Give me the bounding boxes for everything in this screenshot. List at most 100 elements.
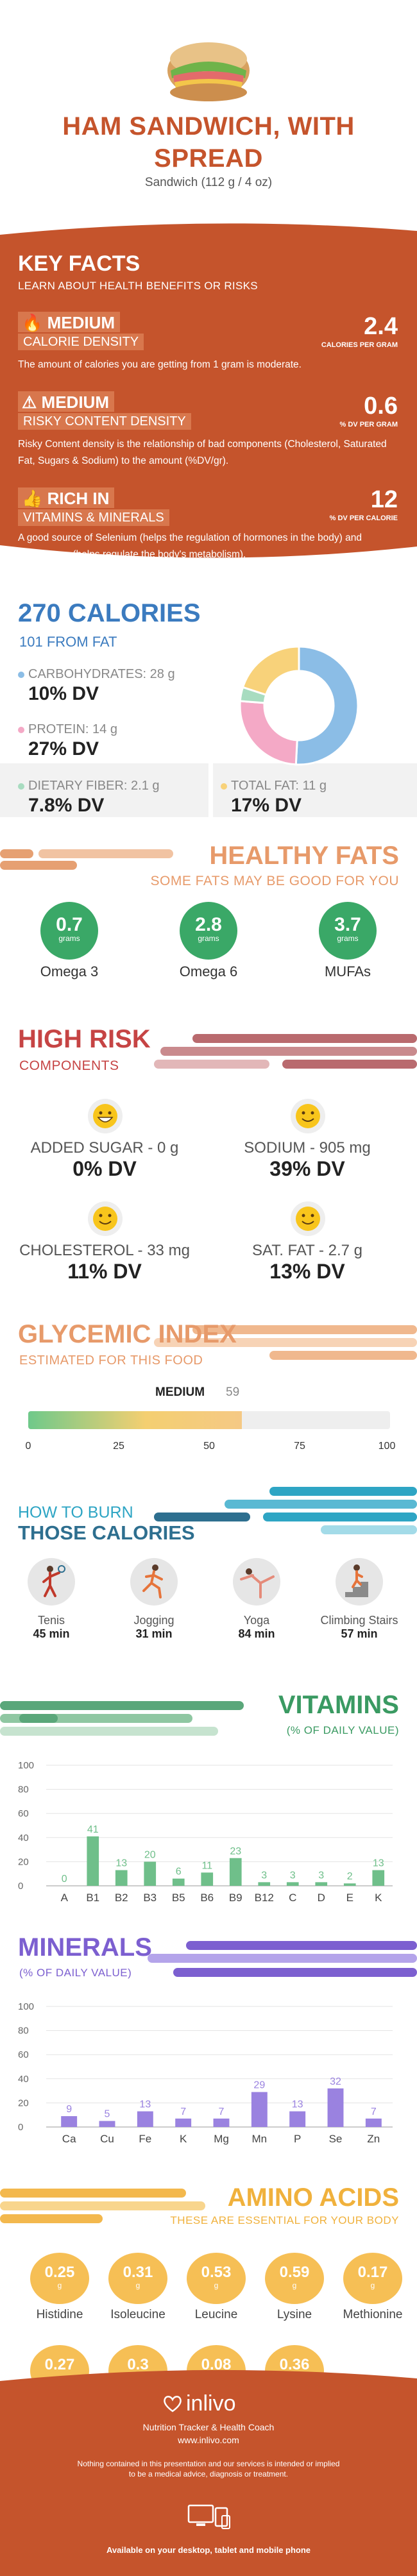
- y-tick-label: 60: [18, 2049, 29, 2060]
- category-label: K: [375, 1892, 382, 1904]
- fiber-row-background: [0, 763, 208, 817]
- high-risk-decoration: [154, 1034, 417, 1069]
- high-risk-title: HIGH RISK: [18, 1025, 151, 1053]
- fat-item: TOTAL FAT: 11 g 17% DV: [221, 779, 413, 825]
- bar-mg: [213, 2118, 230, 2127]
- bar-k: [175, 2118, 192, 2127]
- amino-circle-histidine: 0.25 g: [30, 2253, 89, 2304]
- glycemic-title: GLYCEMIC INDEX: [18, 1320, 237, 1348]
- gi-tick-25: 25: [113, 1441, 124, 1452]
- gi-tick-0: 0: [25, 1441, 31, 1452]
- bar-value-label: 9: [66, 2104, 72, 2115]
- footer-available: Available on your desktop, tablet and mo…: [106, 2545, 311, 2555]
- amino-circle-lysine: 0.59 g: [265, 2253, 324, 2304]
- serving-size: Sandwich (112 g / 4 oz): [144, 176, 273, 189]
- bar-value-label: 6: [176, 1867, 182, 1877]
- inlivo-heart-icon: [164, 2396, 182, 2412]
- y-tick-label: 20: [18, 1856, 29, 1867]
- fat-row-background: [213, 763, 417, 817]
- bar-b12: [258, 1882, 271, 1886]
- omega3-label: Omega 3: [40, 963, 99, 979]
- warning-icon: ⚠: [22, 393, 37, 412]
- healthy-fats-decoration: [0, 849, 173, 870]
- vitamins-bar-chart: 0204060801000A41B113B220B36B511B623B93B1…: [18, 1760, 393, 1904]
- disclaimer-line-2: to be a medical advice, diagnosis or tre…: [128, 2470, 289, 2479]
- smile-face-icon: [291, 1201, 325, 1236]
- footer-url[interactable]: www.inlivo.com: [178, 2435, 239, 2445]
- burn-title-top: HOW TO BURN: [18, 1504, 133, 1521]
- bar-value-label: 29: [253, 2080, 265, 2090]
- key-facts-title: KEY FACTS: [18, 251, 140, 276]
- y-tick-label: 0: [18, 1881, 23, 1892]
- footer-background: [0, 2369, 417, 2576]
- category-label: Cu: [100, 2133, 114, 2145]
- smile-face-icon: [88, 1201, 123, 1236]
- category-label: Zn: [367, 2133, 380, 2145]
- amino-title: AMINO ACIDS: [227, 2183, 399, 2212]
- category-label: B3: [143, 1892, 157, 1904]
- glycemic-subtitle: ESTIMATED FOR THIS FOOD: [19, 1353, 203, 1368]
- carbohydrates-item: CARBOHYDRATES: 28 g 10% DV: [18, 667, 210, 713]
- calorie-density-description: The amount of calories you are getting f…: [18, 359, 302, 370]
- tennis-player-icon: [28, 1558, 75, 1606]
- gi-tick-100: 100: [378, 1441, 396, 1452]
- sat-fat-item: SAT. FAT - 2.7 g 13% DV: [251, 1242, 363, 1283]
- cholesterol-item: CHOLESTEROL - 33 mg 11% DV: [19, 1242, 190, 1283]
- bar-value-label: 13: [373, 1858, 384, 1869]
- donut-slice-carbohydrates: [294, 645, 359, 766]
- bar-p: [289, 2111, 306, 2127]
- omega6-label: Omega 6: [179, 963, 238, 979]
- bar-value-label: 7: [219, 2106, 225, 2117]
- bar-value-label: 5: [105, 2109, 110, 2120]
- amino-label-lysine: Lysine: [277, 2308, 312, 2321]
- burn-tennis: Tenis 45 min: [33, 1614, 70, 1640]
- category-label: B5: [172, 1892, 185, 1904]
- bar-zn: [365, 2118, 382, 2127]
- category-label: B9: [229, 1892, 243, 1904]
- burn-jogging: Jogging 31 min: [133, 1614, 174, 1640]
- climbing-stairs-icon: [336, 1558, 383, 1606]
- sodium-item: SODIUM - 905 mg 39% DV: [244, 1139, 371, 1180]
- bar-b5: [172, 1878, 185, 1886]
- thumbs-up-icon: 👍: [22, 489, 43, 508]
- amino-label-histidine: Histidine: [36, 2308, 83, 2321]
- mufas-label: MUFAs: [324, 963, 371, 979]
- fire-icon: 🔥: [22, 313, 43, 332]
- bar-b6: [201, 1872, 214, 1886]
- glycemic-level: MEDIUM: [155, 1385, 205, 1399]
- bar-mn: [251, 2092, 268, 2127]
- omega3-circle: 0.7 grams: [40, 902, 98, 960]
- donut-slice-fat: [241, 645, 300, 697]
- minerals-bar-chart: 0 20 40 60 80 100 9 Ca 5 Cu 13 Fe 7 K 7 Mg 29 Mn 13 P 32 Se 7 Z…: [18, 2001, 393, 2145]
- burn-yoga: Yoga 84 min: [238, 1614, 275, 1640]
- high-risk-subtitle: COMPONENTS: [19, 1058, 119, 1073]
- bar-value-label: 13: [292, 2099, 303, 2110]
- bar-value-label: 32: [330, 2076, 341, 2087]
- amino-circle-leucine: 0.53 g: [187, 2253, 246, 2304]
- vitamins-minerals-description: A good source of Selenium (helps the reg…: [18, 532, 362, 560]
- bar-value-label: 7: [180, 2106, 186, 2117]
- bar-e: [343, 1883, 356, 1886]
- category-label: C: [289, 1892, 296, 1904]
- vitamins-minerals-unit: % DV PER CALORIE: [329, 514, 398, 522]
- category-label: A: [61, 1892, 69, 1904]
- vitamins-minerals-value: 12: [370, 486, 398, 513]
- sandwich-image: [167, 42, 250, 101]
- y-tick-label: 100: [18, 2001, 34, 2012]
- bar-cu: [99, 2121, 115, 2127]
- bar-value-label: 13: [139, 2099, 151, 2110]
- bar-b2: [115, 1870, 128, 1886]
- added-sugar-item: ADDED SUGAR - 0 g 0% DV: [30, 1139, 179, 1180]
- fact-vitamins-minerals: 👍 RICH IN VITAMINS & MINERALS: [18, 487, 169, 526]
- calorie-density-value: 2.4: [364, 313, 398, 340]
- risky-content-description: Risky Content density is the relationshi…: [18, 439, 387, 466]
- bar-d: [315, 1882, 328, 1886]
- burn-decoration: [154, 1487, 417, 1534]
- amino-label-methionine: Methionine: [343, 2308, 403, 2321]
- bar-value-label: 3: [318, 1870, 324, 1881]
- amino-subtitle: THESE ARE ESSENTIAL FOR YOUR BODY: [170, 2214, 399, 2226]
- devices-icon: [187, 2504, 230, 2529]
- bar-value-label: 7: [371, 2106, 377, 2117]
- vitamins-subtitle: (% OF DAILY VALUE): [286, 1724, 399, 1736]
- yoga-icon: [233, 1558, 280, 1606]
